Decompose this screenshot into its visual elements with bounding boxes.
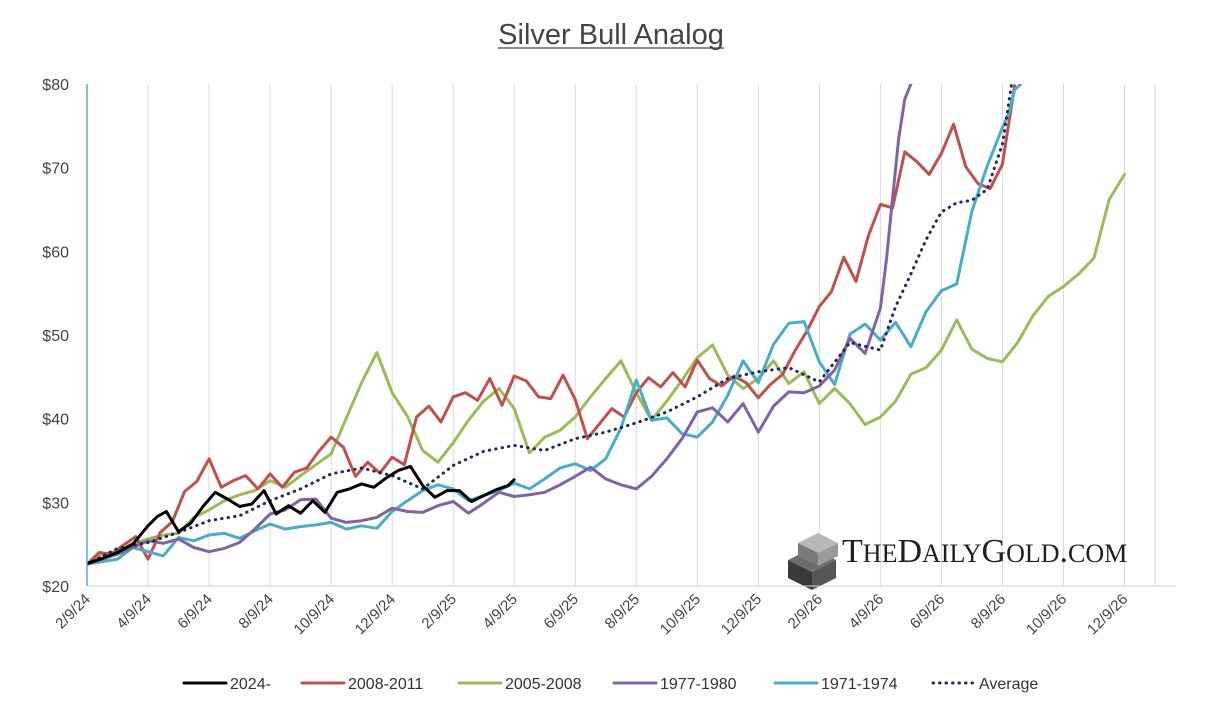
y-tick-label: $70: [42, 161, 69, 178]
watermark: THEDAILYGOLD.COM: [788, 533, 1127, 590]
gold-bar-logo-icon: [788, 533, 838, 590]
legend-label: 1977-1980: [660, 676, 737, 693]
y-tick-label: $30: [42, 495, 69, 512]
legend-label: 2005-2008: [505, 676, 582, 693]
series-lines: [87, 84, 1126, 566]
y-tick-label: $40: [42, 412, 69, 429]
legend-label: Average: [979, 676, 1038, 693]
grid-lines: [147, 84, 1156, 586]
y-tick-label: $60: [42, 244, 69, 261]
series-line-2024: [87, 464, 516, 565]
series-line-1977-1980: [87, 84, 913, 566]
y-tick-label: $20: [42, 579, 69, 596]
y-axis-ticks: $20 $30 $40 $50 $60 $70 $80: [42, 77, 69, 596]
legend-label: 1971-1974: [821, 676, 898, 693]
legend-label: 2008-2011: [348, 676, 423, 693]
watermark-text: THEDAILYGOLD.COM: [842, 533, 1127, 570]
y-tick-label: $80: [42, 77, 69, 94]
legend-label: 2024-: [230, 676, 271, 693]
chart-title: Silver Bull Analog: [498, 19, 724, 51]
legend: 2024- 2008-2011 2005-2008 1977-1980 1971-197…: [182, 676, 1038, 693]
series-line-2008-2011: [87, 84, 1017, 566]
series-line-average: [87, 84, 1014, 566]
y-tick-label: $50: [42, 328, 69, 345]
